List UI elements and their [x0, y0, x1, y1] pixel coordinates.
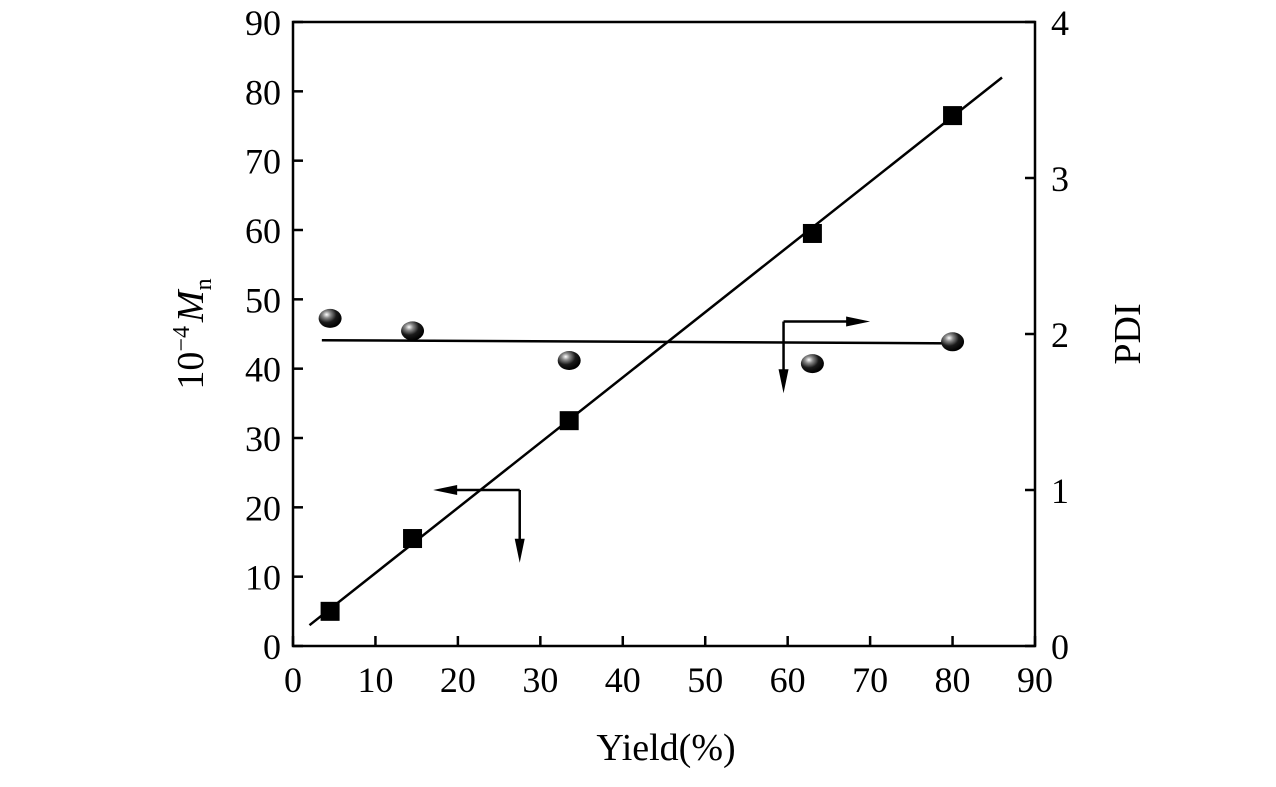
- data-markers: [318, 106, 965, 621]
- left-y-tick-label: 40: [245, 350, 281, 390]
- mn-fit-line: [308, 76, 1003, 627]
- x-tick-label: 30: [522, 660, 558, 700]
- mn-square-marker: [802, 223, 822, 243]
- x-tick-label: 90: [1017, 660, 1053, 700]
- pdi-sphere-marker: [557, 351, 581, 371]
- mn-square-marker: [320, 601, 340, 621]
- axis-tick-labels: 0 10 20 30 40 50 60 70 80 90010203040506070809001…: [245, 3, 1069, 700]
- left-y-tick-label: 70: [245, 142, 281, 182]
- x-tick-label: 70: [852, 660, 888, 700]
- mn-square-marker: [943, 106, 963, 126]
- right-y-tick-label: 3: [1051, 159, 1069, 199]
- left-y-tick-label: 0: [263, 627, 281, 667]
- left-y-tick-label: 60: [245, 211, 281, 251]
- pdi-sphere-marker: [318, 308, 342, 328]
- right-y-tick-label: 4: [1051, 3, 1069, 43]
- left-axis-arrowhead: [433, 485, 458, 495]
- right-y-axis-title: PDI: [1107, 303, 1149, 364]
- pdi-sphere-marker: [800, 354, 824, 374]
- x-axis-title: Yield(%): [596, 727, 735, 769]
- left-y-title-exponent: −4: [169, 326, 195, 352]
- right-axis-arrowhead: [846, 316, 871, 327]
- left-y-title-subscript: n: [191, 278, 217, 290]
- left-y-tick-label: 30: [245, 419, 281, 459]
- mn-square-marker: [559, 411, 579, 431]
- pdi-fit-line: [321, 338, 953, 345]
- down-arrowhead: [778, 369, 789, 394]
- left-y-title-symbol: M: [170, 288, 212, 323]
- fit-lines: [308, 76, 1003, 627]
- x-tick-label: 60: [770, 660, 806, 700]
- down-arrowhead: [514, 538, 525, 563]
- right-y-tick-label: 0: [1051, 627, 1069, 667]
- right-y-tick-label: 2: [1051, 315, 1069, 355]
- left-y-title-prefix: 10: [170, 352, 212, 390]
- x-tick-label: 20: [440, 660, 476, 700]
- pdi-sphere-marker: [401, 321, 425, 341]
- left-y-tick-label: 80: [245, 72, 281, 112]
- x-tick-label: 40: [605, 660, 641, 700]
- right-y-tick-label: 1: [1051, 471, 1069, 511]
- left-y-tick-label: 20: [245, 488, 281, 528]
- x-tick-label: 10: [357, 660, 393, 700]
- left-y-axis-title: 10−4 Mn: [169, 278, 217, 389]
- axis-ticks: [291, 20, 1037, 648]
- left-y-tick-label: 50: [245, 280, 281, 320]
- x-tick-label: 50: [687, 660, 723, 700]
- mn-square-marker: [403, 529, 423, 549]
- left-y-tick-label: 10: [245, 558, 281, 598]
- x-tick-label: 0: [284, 660, 302, 700]
- pdi-sphere-marker: [941, 332, 965, 352]
- x-tick-label: 80: [935, 660, 971, 700]
- left-y-tick-label: 90: [245, 3, 281, 43]
- axis-pointer-arrows: [433, 316, 871, 563]
